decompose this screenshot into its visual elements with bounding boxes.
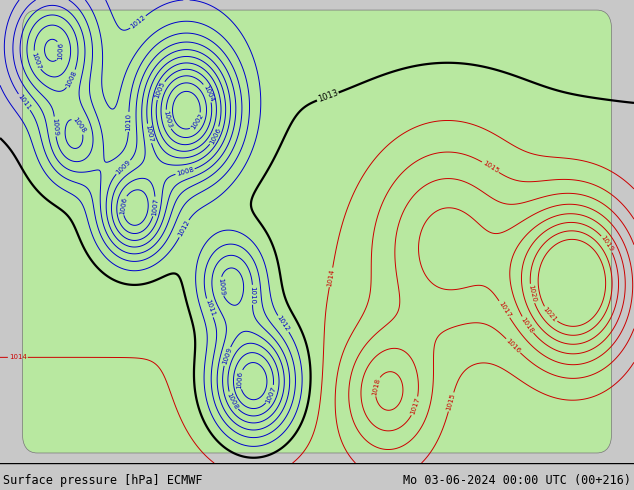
Text: Mo 03-06-2024 00:00 UTC (00+216): Mo 03-06-2024 00:00 UTC (00+216) (403, 474, 631, 487)
Text: 1008: 1008 (72, 116, 87, 134)
Text: 1018: 1018 (520, 316, 535, 334)
Text: 1009: 1009 (217, 277, 225, 296)
Text: 1012: 1012 (177, 220, 191, 238)
Text: 1009: 1009 (115, 159, 132, 175)
Text: 1007: 1007 (265, 385, 277, 404)
Text: 1007: 1007 (145, 124, 154, 143)
Text: 1004: 1004 (202, 84, 215, 102)
Text: 1007: 1007 (30, 51, 42, 70)
Text: 1014: 1014 (9, 354, 27, 360)
Text: 1003: 1003 (162, 110, 172, 129)
Text: 1015: 1015 (481, 160, 500, 174)
Text: 1011: 1011 (16, 93, 32, 111)
Text: 1012: 1012 (129, 14, 147, 30)
Text: 1008: 1008 (65, 70, 78, 88)
Text: 1010: 1010 (126, 113, 132, 131)
Text: 1011: 1011 (204, 298, 216, 318)
Text: 1020: 1020 (527, 284, 536, 303)
Text: 1010: 1010 (250, 286, 256, 304)
Text: Surface pressure [hPa] ECMWF: Surface pressure [hPa] ECMWF (3, 474, 203, 487)
Text: 1005: 1005 (154, 81, 166, 100)
FancyBboxPatch shape (22, 10, 612, 453)
Text: 1008: 1008 (226, 392, 239, 410)
Text: 1017: 1017 (410, 397, 421, 416)
Text: 1006: 1006 (236, 370, 243, 389)
Text: 1018: 1018 (371, 377, 381, 396)
Text: 1007: 1007 (151, 197, 158, 216)
Text: 1017: 1017 (497, 300, 512, 318)
Text: 1008: 1008 (176, 167, 195, 177)
Text: 1009: 1009 (51, 117, 59, 136)
Text: 1006: 1006 (119, 196, 127, 215)
Text: 1019: 1019 (600, 235, 615, 253)
Text: 1002: 1002 (190, 113, 205, 131)
Text: 1012: 1012 (276, 315, 291, 333)
Text: 1014: 1014 (327, 268, 335, 287)
Text: 1009: 1009 (221, 347, 233, 366)
Text: 1006: 1006 (57, 42, 63, 60)
Text: 1015: 1015 (446, 392, 456, 412)
Text: 1006: 1006 (209, 126, 222, 145)
Text: 1016: 1016 (505, 338, 522, 354)
Text: 1013: 1013 (316, 89, 339, 104)
Text: 1021: 1021 (542, 306, 558, 323)
